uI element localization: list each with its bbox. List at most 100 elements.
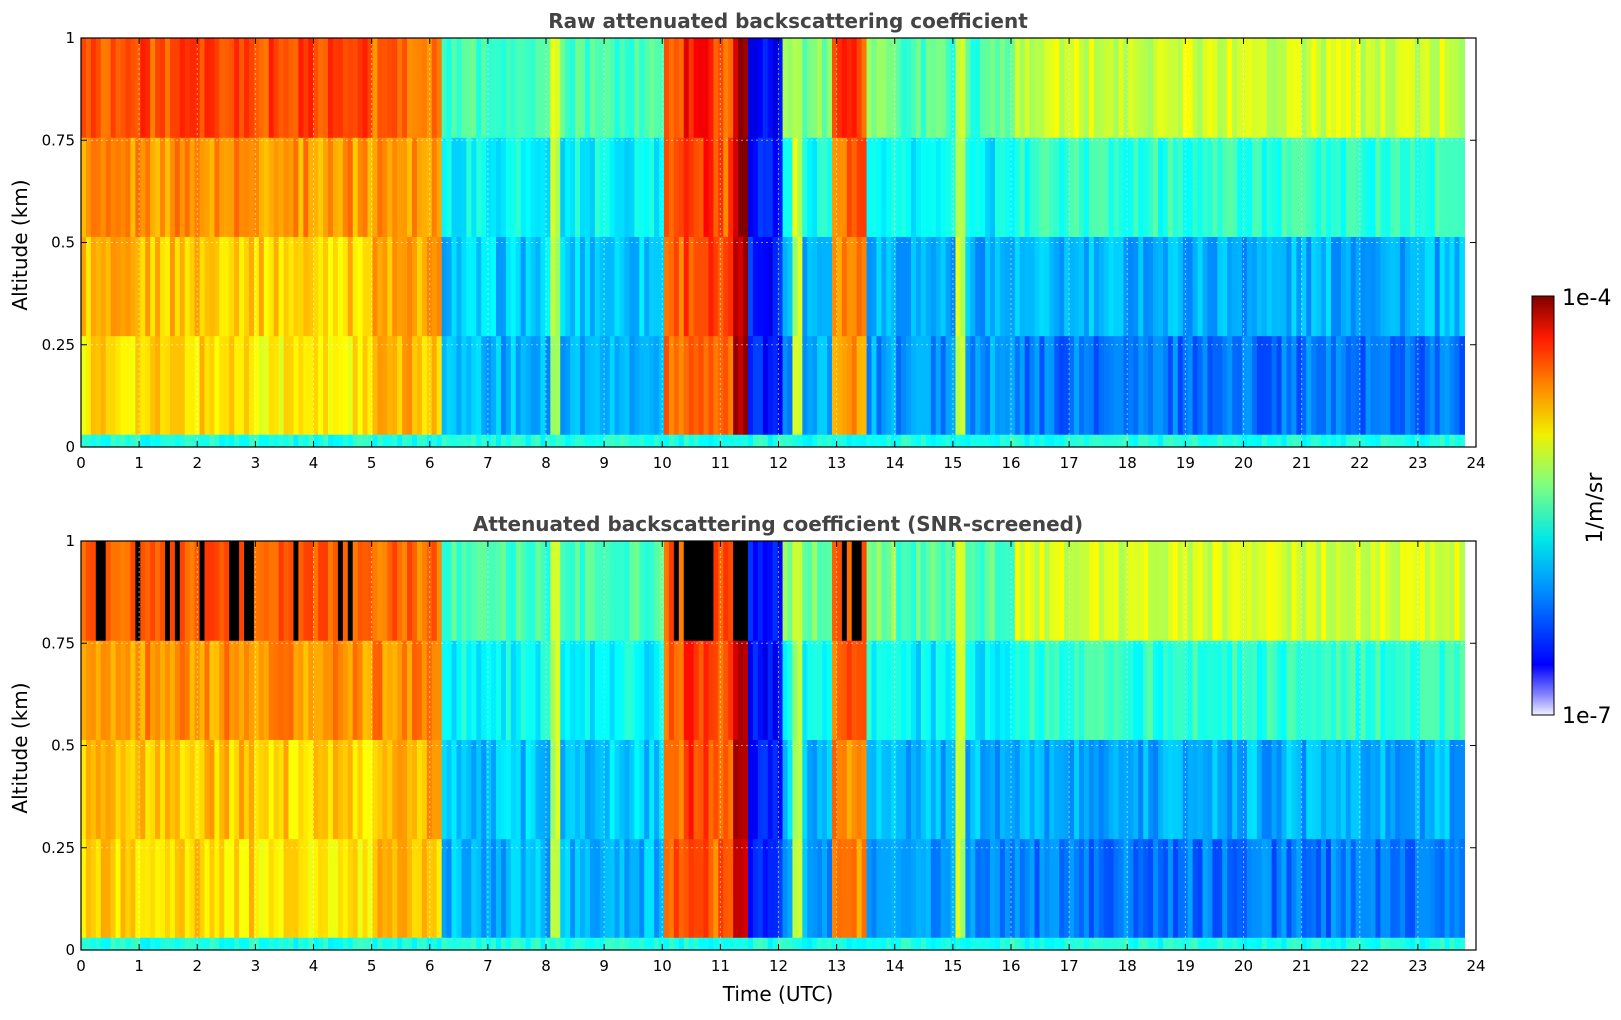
heatmap-cell (372, 838, 379, 939)
heatmap-cell (629, 640, 635, 740)
heatmap-cell (999, 335, 1006, 436)
heatmap-cell (1128, 937, 1134, 950)
heatmap-cell (1459, 640, 1465, 740)
heatmap-cell (466, 236, 472, 337)
heatmap-cell (851, 236, 858, 337)
heatmap-cell (891, 739, 897, 840)
x-tick-label: 24 (1466, 957, 1485, 975)
heatmap-cell (560, 640, 566, 740)
heatmap-cell (876, 335, 882, 436)
heatmap-cell (960, 335, 966, 436)
heatmap-cell (1009, 640, 1016, 740)
heatmap-cell (940, 838, 947, 939)
heatmap-cell (614, 335, 621, 436)
heatmap-cell (708, 838, 714, 939)
heatmap-cell (308, 838, 314, 939)
heatmap-cell (1251, 739, 1258, 840)
heatmap-cell (1345, 38, 1352, 138)
heatmap-cell (1459, 335, 1465, 436)
heatmap-cell (1365, 335, 1372, 436)
x-tick-label: 14 (885, 454, 904, 472)
heatmap-cell (471, 640, 477, 740)
heatmap-cell (1419, 335, 1426, 436)
heatmap-cell (545, 38, 551, 138)
heatmap-cell (649, 434, 655, 447)
heatmap-cell (1029, 236, 1036, 337)
heatmap-cell (1167, 739, 1174, 840)
heatmap-cell (352, 335, 359, 436)
heatmap-cell (248, 838, 255, 939)
heatmap-cell (535, 541, 542, 641)
heatmap-cell (990, 937, 996, 950)
heatmap-cell (421, 739, 428, 840)
heatmap-cell (594, 739, 601, 840)
heatmap-cell (1251, 838, 1258, 939)
heatmap-cell (1158, 38, 1164, 138)
heatmap-cell (169, 335, 176, 436)
heatmap-cell (1177, 541, 1184, 641)
heatmap-cell (412, 137, 418, 237)
heatmap-cell (575, 236, 581, 337)
heatmap-cell (1449, 137, 1456, 237)
heatmap-cell (575, 38, 581, 138)
heatmap-cell (1355, 541, 1362, 641)
heatmap-cell (1133, 739, 1139, 840)
x-tick-label: 23 (1408, 957, 1427, 975)
heatmap-cell (1251, 937, 1258, 950)
heatmap-cell (179, 236, 186, 337)
heatmap-cell (960, 739, 966, 840)
heatmap-cell (308, 335, 314, 436)
heatmap-cell (90, 335, 97, 436)
heatmap-cell (1074, 236, 1080, 337)
heatmap-cell (619, 38, 626, 138)
heatmap-cell (841, 937, 848, 950)
heatmap-cell (1350, 137, 1357, 237)
heatmap-cell (441, 541, 448, 641)
heatmap-cell (822, 236, 828, 337)
heatmap-cell (609, 137, 616, 237)
heatmap-cell (194, 838, 201, 939)
heatmap-cell (332, 739, 339, 840)
heatmap-cell (1311, 38, 1317, 138)
heatmap-cell (1365, 38, 1372, 138)
heatmap-cell (308, 739, 314, 840)
heatmap-cell (1039, 739, 1046, 840)
heatmap-cell (500, 236, 507, 337)
heatmap-cell (1034, 937, 1041, 950)
heatmap-cell (387, 38, 393, 138)
heatmap-cell (1227, 541, 1233, 641)
heatmap-cell (856, 640, 863, 740)
heatmap-cell (935, 640, 942, 740)
heatmap-cell (911, 739, 917, 840)
heatmap-cell (308, 236, 314, 337)
heatmap-cell (1429, 739, 1436, 840)
heatmap-cell (169, 434, 176, 447)
heatmap-cell (337, 335, 344, 436)
heatmap-cell (708, 937, 714, 950)
heatmap-cell (1410, 640, 1416, 740)
heatmap-cell (782, 541, 789, 641)
heatmap-cell (1009, 335, 1016, 436)
heatmap-cell (337, 236, 344, 337)
heatmap-cell (1172, 137, 1179, 237)
heatmap-cell (377, 640, 383, 740)
heatmap-cell (1429, 38, 1436, 138)
heatmap-cell (1123, 838, 1130, 939)
heatmap-cell (698, 937, 705, 950)
heatmap-cell (540, 335, 547, 436)
heatmap-cell (831, 434, 838, 447)
x-tick-label: 16 (1001, 957, 1020, 975)
heatmap-cell (1172, 236, 1179, 337)
heatmap-cell (802, 937, 808, 950)
heatmap-cell (856, 335, 863, 436)
heatmap-cell (1153, 937, 1159, 950)
heatmap-cell (827, 838, 833, 939)
heatmap-cell (767, 335, 774, 436)
heatmap-cell (239, 335, 245, 436)
heatmap-cell (619, 541, 626, 641)
heatmap-cell (392, 640, 398, 740)
heatmap-cell (303, 236, 309, 337)
heatmap-cell (367, 640, 374, 740)
heatmap-cell (456, 541, 463, 641)
heatmap-cell (1237, 739, 1243, 840)
